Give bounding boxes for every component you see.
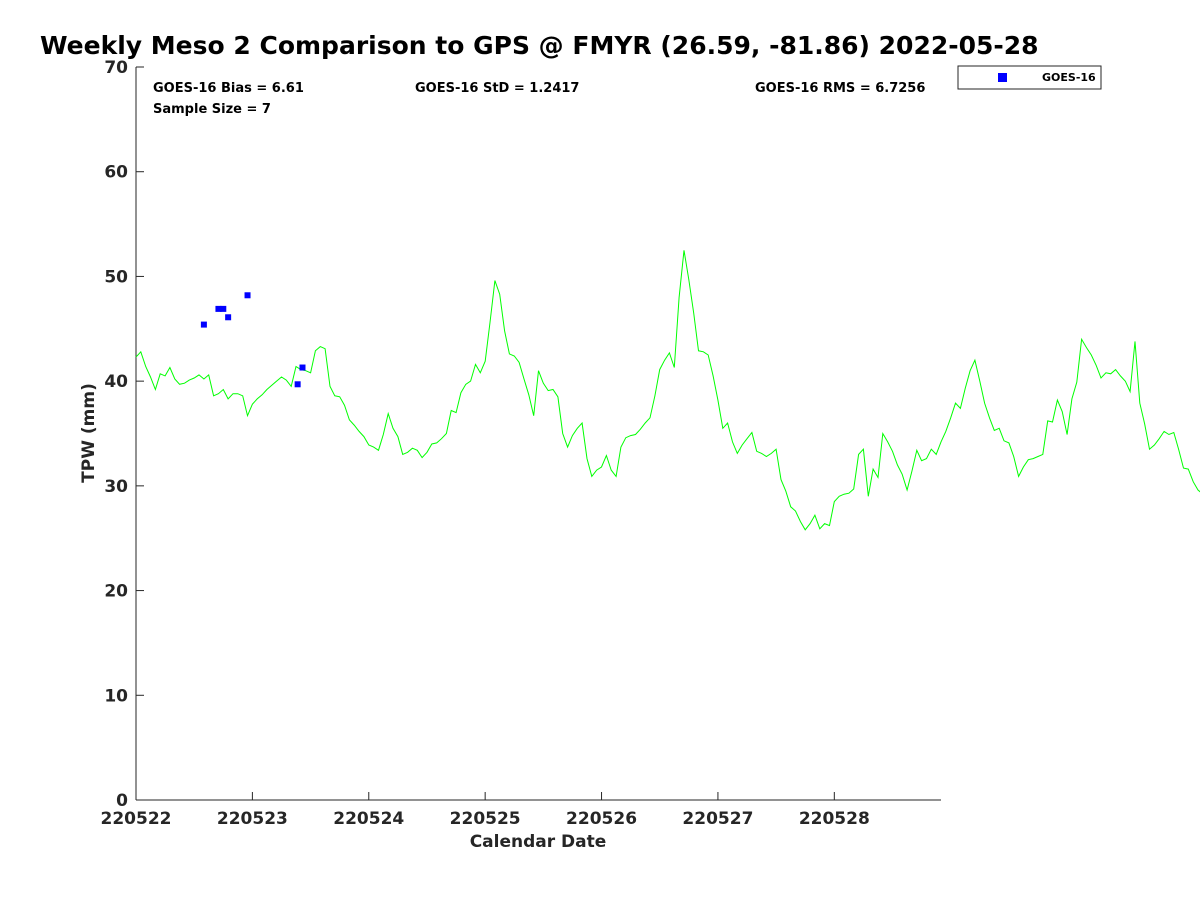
goes16-point: [215, 305, 222, 312]
x-axis-label: Calendar Date: [470, 832, 607, 852]
goes16-point: [225, 314, 232, 321]
y-tick-label: 60: [104, 163, 128, 183]
plot-area: [135, 67, 941, 801]
legend-box: [957, 65, 1102, 90]
x-tick-label: 220526: [566, 809, 637, 829]
gps-line: [135, 250, 1200, 531]
goes16-point: [244, 292, 251, 299]
x-tick-label: 220525: [450, 809, 521, 829]
legend: GOES-16: [957, 65, 1102, 90]
y-tick-label: 30: [104, 477, 128, 497]
goes16-point: [294, 381, 301, 388]
y-tick-label: 50: [104, 267, 128, 287]
y-ticks: 0 10 20 30 40 50 60 70: [104, 58, 144, 811]
x-tick-label: 220524: [333, 809, 404, 829]
y-tick-label: 20: [104, 582, 128, 602]
goes16-point: [299, 364, 306, 371]
series-layer: [135, 250, 1200, 531]
y-tick-label: 10: [104, 686, 128, 706]
goes16-point: [220, 305, 227, 312]
x-tick-label: 220528: [799, 809, 870, 829]
x-tick-label: 220527: [682, 809, 753, 829]
chart-title: Weekly Meso 2 Comparison to GPS @ FMYR (…: [40, 31, 1039, 60]
legend-marker-goes16: [998, 73, 1007, 82]
stat-std: GOES-16 StD = 1.2417: [415, 81, 579, 96]
y-tick-label: 40: [104, 372, 128, 392]
stat-rms: GOES-16 RMS = 6.7256: [755, 81, 925, 96]
y-axis-label: TPW (mm): [79, 383, 99, 483]
stat-bias: GOES-16 Bias = 6.61: [153, 81, 304, 96]
y-tick-label: 70: [104, 58, 128, 78]
x-tick-label: 220522: [101, 809, 172, 829]
goes16-point: [200, 321, 207, 328]
x-ticks: 220522 220523 220524 220525 220526 220527 2205…: [101, 792, 870, 829]
legend-label-goes16: GOES-16: [1042, 71, 1096, 84]
x-tick-label: 220523: [217, 809, 288, 829]
stat-sample-size: Sample Size = 7: [153, 102, 271, 117]
y-tick-label: 0: [116, 791, 128, 811]
